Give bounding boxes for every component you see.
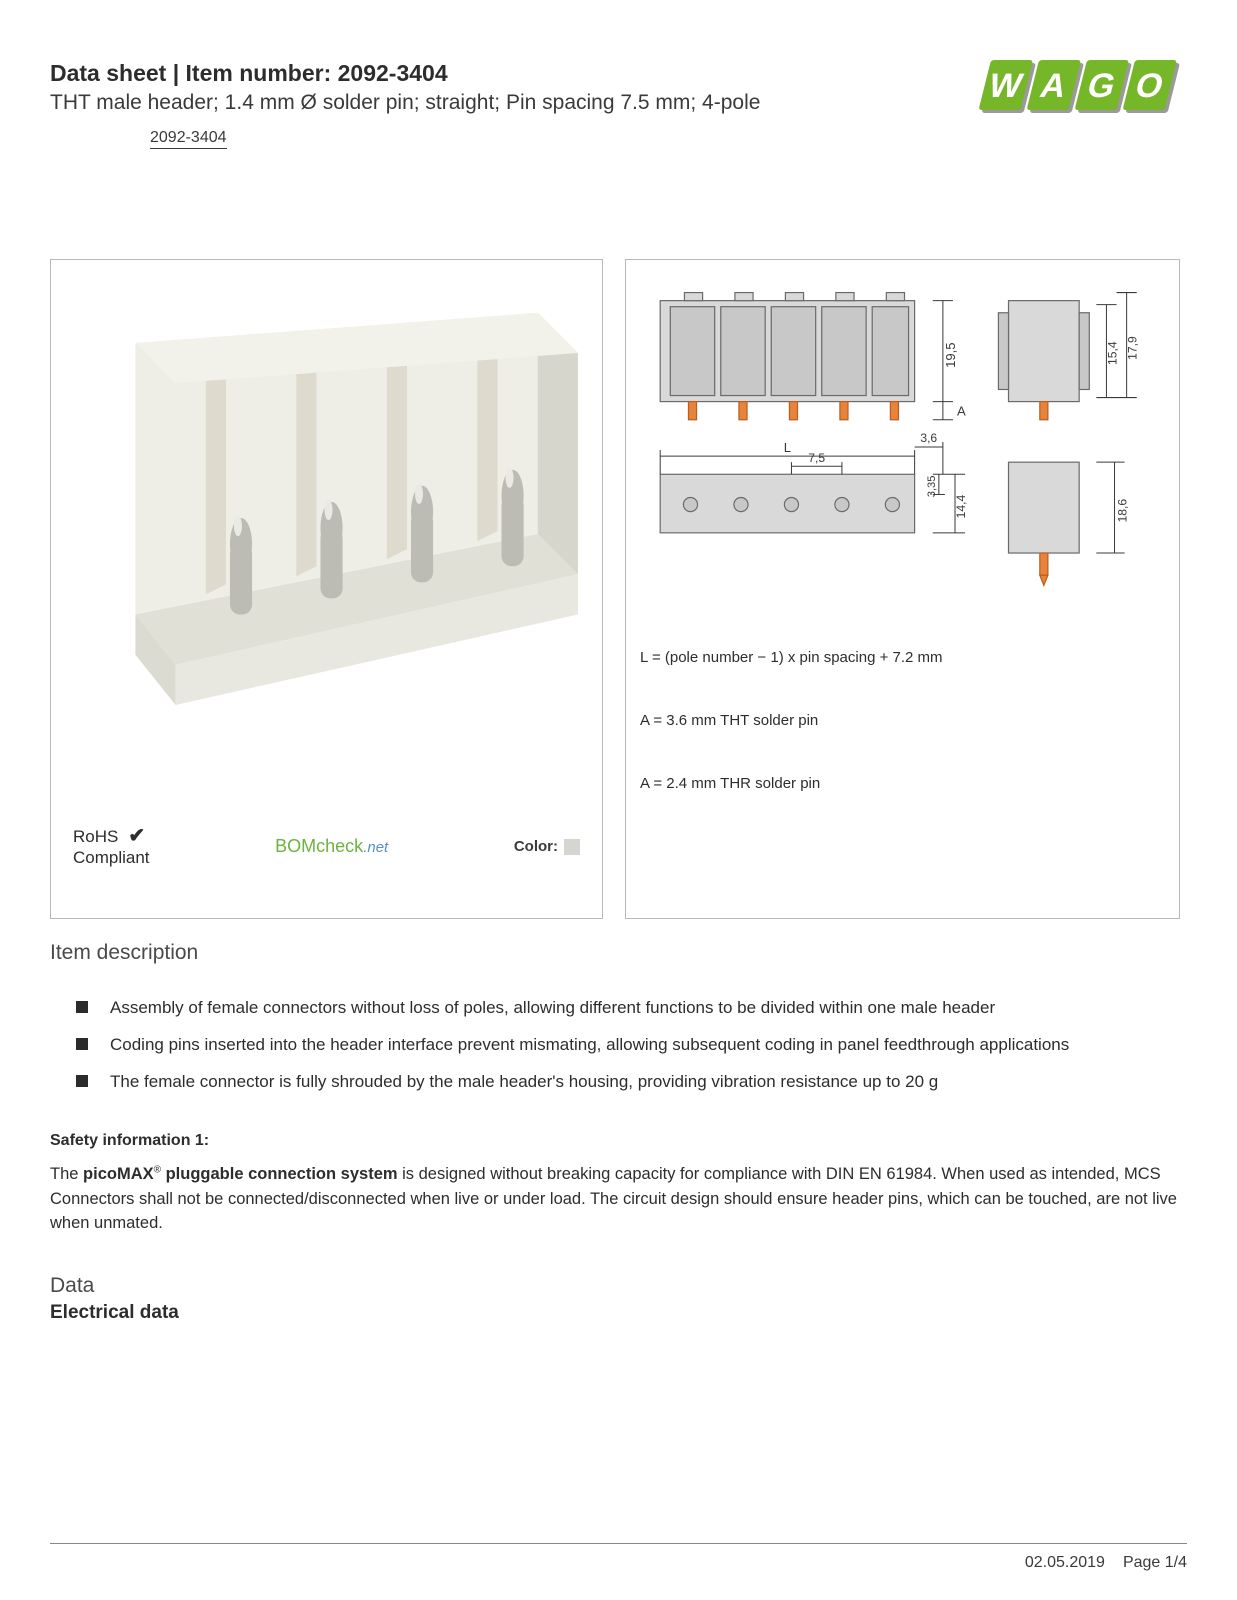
check-icon: ✔ bbox=[128, 825, 145, 848]
description-bullet: Coding pins inserted into the header int… bbox=[76, 1034, 1187, 1057]
safety-pre: The bbox=[50, 1165, 83, 1183]
title-item-number: 2092-3404 bbox=[338, 60, 448, 86]
dim-L: L bbox=[784, 440, 791, 455]
product-render-icon bbox=[65, 274, 588, 774]
description-bullet: Assembly of female connectors without lo… bbox=[76, 997, 1187, 1020]
dim-7-5: 7,5 bbox=[808, 451, 825, 465]
safety-bold2: pluggable connection system bbox=[161, 1165, 398, 1183]
formula-L: L = (pole number − 1) x pin spacing + 7.… bbox=[640, 649, 1165, 666]
bomcheck-logo: BOMcheck.net bbox=[275, 836, 388, 857]
dim-A: A bbox=[957, 404, 966, 419]
safety-bold1: picoMAX bbox=[83, 1165, 154, 1183]
formula-A2: A = 2.4 mm THR solder pin bbox=[640, 775, 1165, 792]
dim-15-4: 15,4 bbox=[1106, 341, 1120, 365]
safety-heading: Safety information 1: bbox=[50, 1132, 1187, 1150]
dim-3-35: 3,35 bbox=[926, 476, 938, 498]
bomcheck-text: BOMcheck bbox=[275, 836, 363, 856]
rohs-compliant: Compliant bbox=[73, 848, 150, 868]
technical-drawing-icon: 19,5 A 15,4 17,9 bbox=[640, 274, 1165, 614]
header: Data sheet | Item number: 2092-3404 THT … bbox=[50, 60, 1187, 149]
dim-3-6: 3,6 bbox=[920, 431, 937, 445]
footer-date: 02.05.2019 bbox=[1025, 1554, 1105, 1572]
data-heading: Data bbox=[50, 1274, 1187, 1298]
technical-drawing-panel: 19,5 A 15,4 17,9 bbox=[625, 259, 1180, 919]
description-bullet: The female connector is fully shrouded b… bbox=[76, 1071, 1187, 1094]
color-label: Color: bbox=[514, 838, 558, 855]
bomcheck-suffix: .net bbox=[363, 839, 388, 856]
formula-block: L = (pole number − 1) x pin spacing + 7.… bbox=[640, 649, 1165, 792]
safety-text: The picoMAX® pluggable connection system… bbox=[50, 1162, 1187, 1236]
color-block: Color: bbox=[514, 838, 580, 855]
description-list: Assembly of female connectors without lo… bbox=[50, 997, 1187, 1094]
wago-logo-icon: W A G O bbox=[977, 60, 1187, 118]
item-description-heading: Item description bbox=[50, 941, 1187, 965]
footer-divider bbox=[50, 1543, 1187, 1544]
dim-17-9: 17,9 bbox=[1126, 336, 1140, 360]
footer-page: Page 1/4 bbox=[1123, 1554, 1187, 1572]
formula-A1: A = 3.6 mm THT solder pin bbox=[640, 712, 1165, 729]
brand-logo: W A G O bbox=[977, 60, 1187, 118]
dim-18-6: 18,6 bbox=[1116, 499, 1130, 523]
title-prefix: Data sheet bbox=[50, 60, 166, 86]
header-text: Data sheet | Item number: 2092-3404 THT … bbox=[50, 60, 977, 149]
item-badge: 2092-3404 bbox=[150, 129, 227, 149]
dim-19-5: 19,5 bbox=[943, 342, 958, 368]
rohs-block: RoHS ✔ Compliant bbox=[73, 825, 150, 868]
product-image-panel: RoHS ✔ Compliant BOMcheck.net Color: bbox=[50, 259, 603, 919]
registered-icon: ® bbox=[154, 1164, 161, 1175]
doc-title: Data sheet | Item number: 2092-3404 bbox=[50, 60, 977, 87]
footer: 02.05.2019 Page 1/4 bbox=[1025, 1554, 1187, 1572]
title-label: Item number: bbox=[186, 60, 332, 86]
compliance-row: RoHS ✔ Compliant BOMcheck.net Color: bbox=[73, 825, 580, 868]
image-panels-row: RoHS ✔ Compliant BOMcheck.net Color: bbox=[50, 259, 1187, 919]
rohs-label: RoHS bbox=[73, 827, 118, 847]
doc-subtitle: THT male header; 1.4 mm Ø solder pin; st… bbox=[50, 91, 977, 115]
data-subheading: Electrical data bbox=[50, 1302, 1187, 1324]
title-sep: | bbox=[166, 60, 185, 86]
color-swatch bbox=[564, 839, 580, 855]
dim-14-4: 14,4 bbox=[954, 495, 968, 519]
